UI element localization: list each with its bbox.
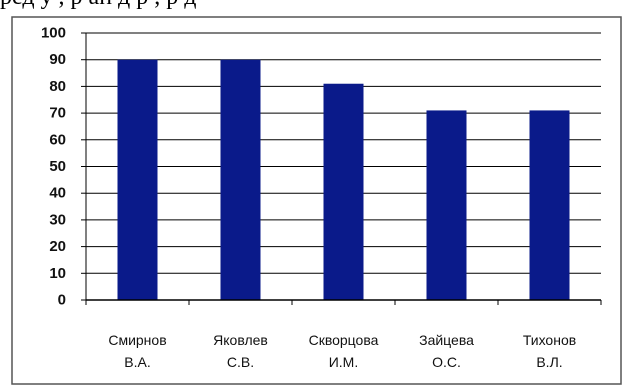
x-category-label-line: Зайцева — [419, 332, 474, 348]
bar — [426, 110, 467, 301]
x-category-label-line: Смирнов — [108, 332, 166, 348]
x-category-label-line: В.Л. — [536, 354, 562, 370]
y-tick-label: 0 — [58, 292, 66, 309]
x-category-label: Тихонов В.Л. — [523, 332, 576, 370]
bar — [117, 59, 158, 301]
bar — [220, 59, 261, 301]
x-category-label-line: Тихонов — [523, 332, 576, 348]
bar — [323, 83, 364, 300]
x-axis: Смирнов В.А. Яковлев С.В. Скворцова И.М. Зайце… — [85, 299, 602, 370]
x-category-label-line: В.А. — [124, 354, 150, 370]
x-category-label-line: Яковлев — [213, 332, 268, 348]
y-tick-label: 70 — [49, 105, 66, 122]
y-tick-label: 40 — [49, 185, 66, 202]
bar — [529, 110, 570, 301]
y-tick-label: 90 — [49, 51, 66, 68]
x-category-label: Смирнов В.А. — [108, 332, 166, 370]
bars — [117, 59, 570, 301]
y-tick-label: 20 — [49, 238, 66, 255]
y-tick-label: 60 — [49, 131, 66, 148]
x-category-label-line: Скворцова — [309, 332, 379, 348]
y-tick-label: 10 — [49, 265, 66, 282]
x-category-label: Яковлев С.В. — [213, 332, 268, 370]
y-tick-label: 80 — [49, 78, 66, 95]
cropped-header-text: ред у , р ан д р , р д — [0, 0, 628, 11]
y-tick-label: 30 — [49, 211, 66, 228]
x-category-label-line: О.С. — [432, 354, 461, 370]
y-tick-label: 100 — [41, 25, 66, 42]
chart-frame — [11, 16, 622, 385]
y-axis: 0 10 20 30 40 50 60 70 80 90 100 — [41, 25, 87, 309]
x-category-label: Зайцева О.С. — [419, 332, 474, 370]
x-category-label-line: С.В. — [227, 354, 254, 370]
y-tick-label: 50 — [49, 158, 66, 175]
x-category-label-line: И.М. — [329, 354, 359, 370]
x-category-label: Скворцова И.М. — [309, 332, 379, 370]
